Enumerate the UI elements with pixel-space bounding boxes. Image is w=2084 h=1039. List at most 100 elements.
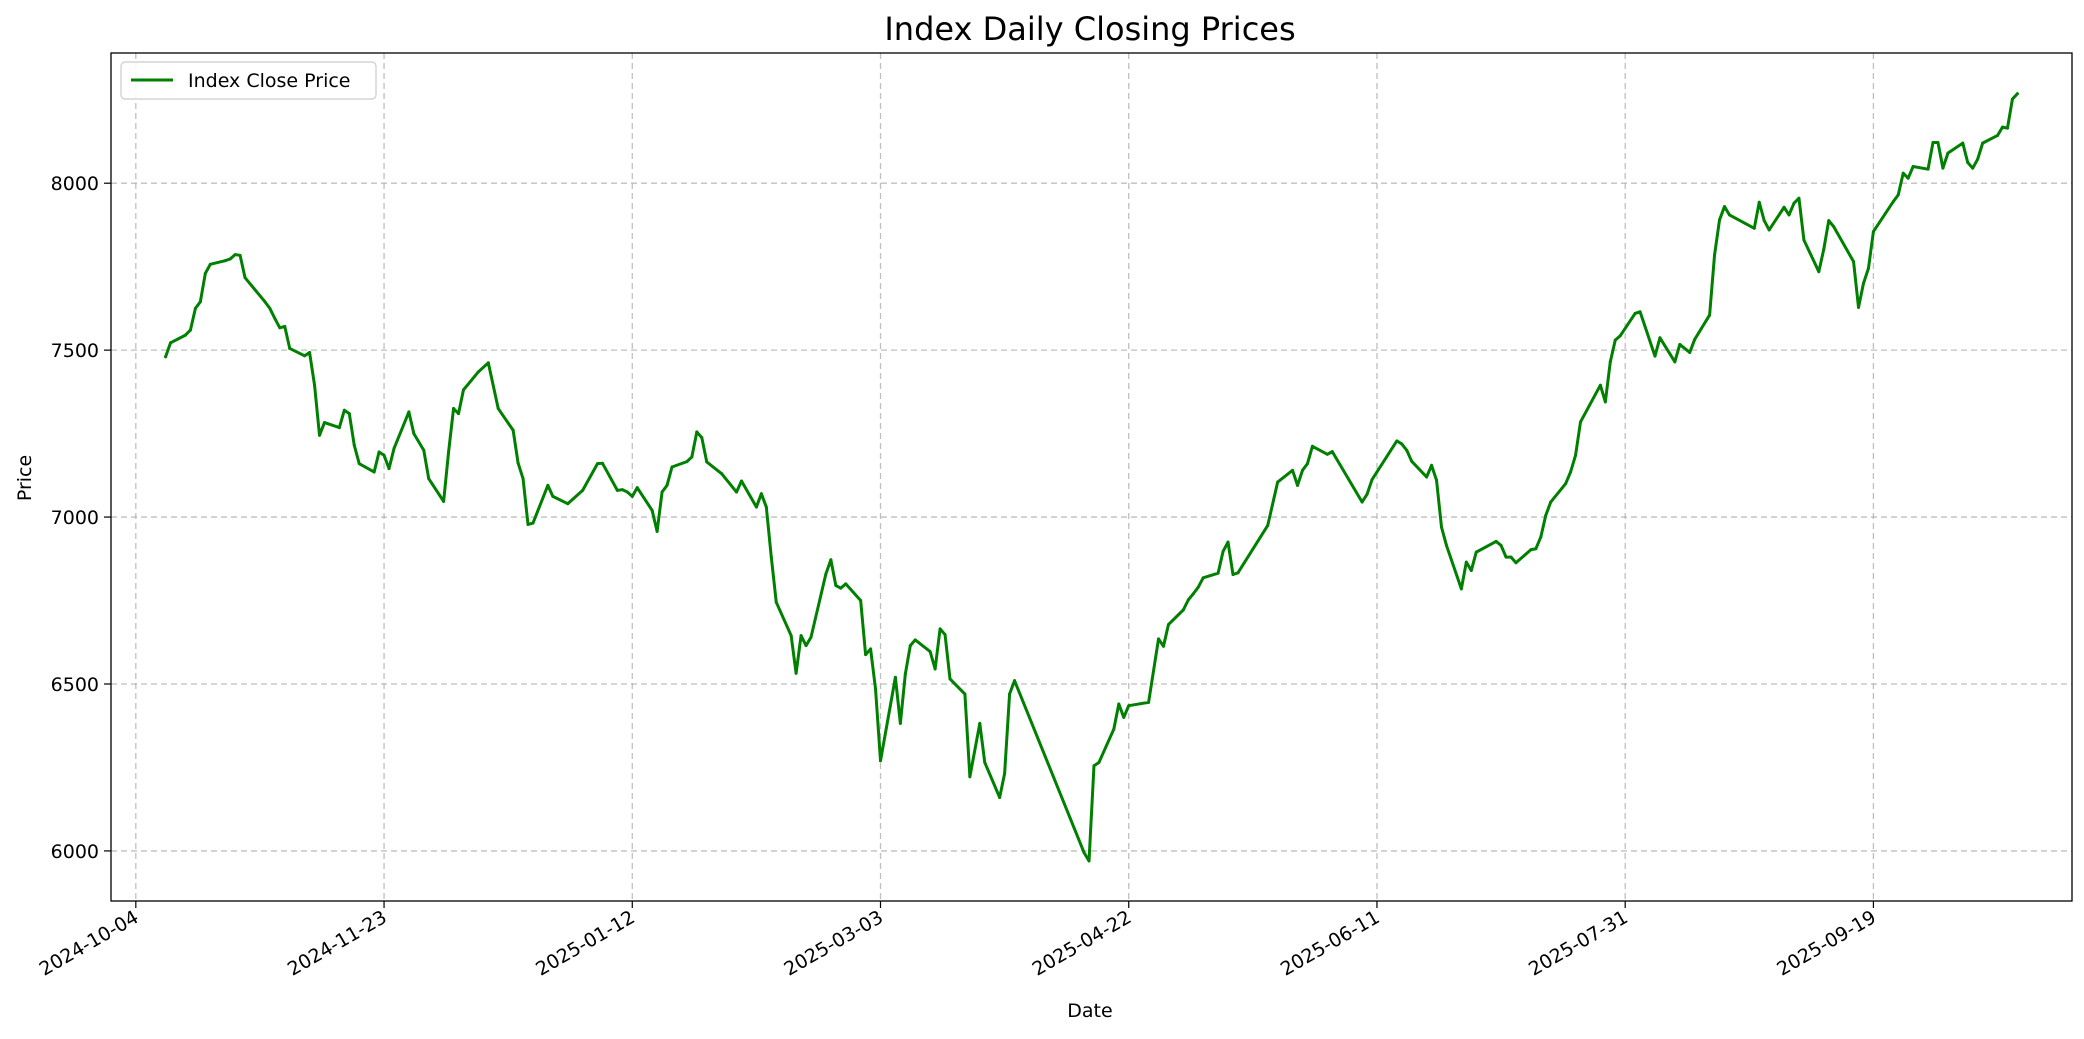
data-point	[1688, 350, 1692, 354]
data-point	[804, 644, 808, 648]
data-point	[1926, 167, 1930, 171]
y-axis-label: Price	[14, 455, 36, 501]
data-point	[1464, 560, 1468, 564]
data-point	[1216, 571, 1220, 575]
data-point	[2000, 125, 2004, 129]
data-point	[809, 635, 813, 639]
data-point	[273, 316, 277, 320]
data-point	[1961, 141, 1965, 145]
data-point	[357, 462, 361, 466]
data-point	[1122, 715, 1126, 719]
data-point	[1708, 313, 1712, 317]
data-point	[427, 477, 431, 481]
data-point	[824, 572, 828, 576]
data-point	[720, 472, 724, 476]
legend: Index Close Price	[120, 61, 377, 100]
data-point	[1549, 500, 1553, 504]
data-point	[308, 350, 312, 354]
data-point	[1092, 764, 1096, 768]
data-point	[1931, 140, 1935, 144]
data-point	[1440, 525, 1444, 529]
data-point	[1474, 550, 1478, 554]
data-point	[422, 448, 426, 452]
data-point	[596, 462, 600, 466]
data-point	[288, 346, 292, 350]
data-point	[1797, 196, 1801, 200]
data-point	[1469, 568, 1473, 572]
data-point	[1976, 157, 1980, 161]
data-point	[263, 300, 267, 304]
data-point	[377, 450, 381, 454]
data-point	[1529, 548, 1533, 552]
data-point	[2010, 97, 2014, 101]
data-point	[963, 692, 967, 696]
data-point	[243, 276, 247, 280]
data-point	[203, 271, 207, 275]
data-point	[476, 370, 480, 374]
data-point	[183, 333, 187, 337]
data-point	[1971, 166, 1975, 170]
data-point	[1866, 266, 1870, 270]
data-point	[735, 490, 739, 494]
data-point	[1310, 444, 1314, 448]
data-point	[164, 355, 168, 359]
data-point	[1226, 540, 1230, 544]
data-point	[615, 488, 619, 492]
data-point	[1678, 342, 1682, 346]
data-point	[1539, 535, 1543, 539]
data-point	[1936, 140, 1940, 144]
data-point	[1395, 439, 1399, 443]
y-tick-label: 7000	[51, 507, 99, 529]
data-point	[268, 306, 272, 310]
data-point	[233, 253, 237, 257]
data-point	[1161, 644, 1165, 648]
data-point	[1435, 478, 1439, 482]
data-point	[1157, 637, 1161, 641]
data-point	[1430, 463, 1434, 467]
data-point	[1906, 176, 1910, 180]
data-point	[1534, 547, 1538, 551]
data-point	[1613, 338, 1617, 342]
data-point	[1097, 760, 1101, 764]
data-point	[313, 383, 317, 387]
legend-label: Index Close Price	[188, 70, 351, 92]
data-point	[447, 450, 451, 454]
data-point	[650, 508, 654, 512]
data-point	[1727, 213, 1731, 217]
data-point	[625, 490, 629, 494]
data-point	[2015, 92, 2019, 96]
data-point	[983, 760, 987, 764]
series-line	[164, 92, 2019, 863]
data-point	[1638, 310, 1642, 314]
data-point	[948, 677, 952, 681]
data-point	[998, 796, 1002, 800]
data-point	[685, 460, 689, 464]
data-point	[169, 341, 173, 345]
data-point	[1762, 219, 1766, 223]
chart-title: Index Daily Closing Prices	[884, 10, 1295, 48]
data-point	[774, 600, 778, 604]
data-point	[893, 675, 897, 679]
data-point	[1410, 459, 1414, 463]
data-point	[303, 354, 307, 358]
data-point	[700, 436, 704, 440]
data-point	[407, 410, 411, 414]
data-point	[978, 721, 982, 725]
data-point	[1201, 576, 1205, 580]
data-point	[1891, 200, 1895, 204]
data-point	[1365, 492, 1369, 496]
data-point	[1852, 260, 1856, 264]
x-axis-label: Date	[1067, 1000, 1112, 1022]
data-point	[903, 672, 907, 676]
data-point	[794, 671, 798, 675]
data-point	[1087, 859, 1091, 863]
data-point	[1112, 727, 1116, 731]
data-point	[635, 486, 639, 490]
data-point	[1857, 305, 1861, 309]
data-point	[968, 775, 972, 779]
data-point	[1003, 771, 1007, 775]
data-point	[1996, 133, 2000, 137]
data-point	[1405, 448, 1409, 452]
data-point	[278, 326, 282, 330]
data-point	[1370, 478, 1374, 482]
